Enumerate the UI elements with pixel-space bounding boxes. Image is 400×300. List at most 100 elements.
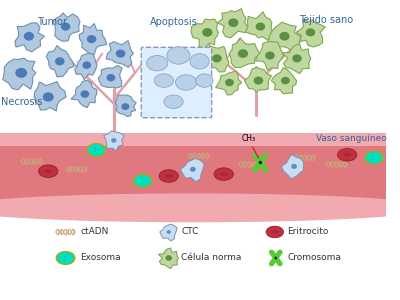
Polygon shape [216,71,242,95]
Text: Apoptosis: Apoptosis [150,17,197,27]
Ellipse shape [364,151,384,165]
Polygon shape [3,58,36,90]
Ellipse shape [254,76,263,85]
Ellipse shape [196,74,213,87]
Ellipse shape [154,74,174,87]
Polygon shape [160,224,177,241]
Ellipse shape [63,259,65,261]
Text: Cromosoma: Cromosoma [287,254,341,262]
Circle shape [274,256,277,260]
Ellipse shape [82,61,91,69]
Ellipse shape [372,159,374,161]
Ellipse shape [116,50,125,58]
Polygon shape [106,40,133,67]
Ellipse shape [167,230,171,234]
Text: Tumor: Tumor [37,17,67,27]
Ellipse shape [343,153,352,157]
Ellipse shape [372,155,374,157]
FancyBboxPatch shape [141,47,212,118]
Ellipse shape [176,75,197,90]
Ellipse shape [279,32,290,40]
Text: Necrosis: Necrosis [1,97,42,107]
Text: Tejido sano: Tejido sano [299,15,353,25]
Polygon shape [246,12,272,40]
Ellipse shape [225,79,234,86]
Polygon shape [268,22,300,51]
Ellipse shape [38,165,58,178]
Ellipse shape [43,92,54,102]
Polygon shape [244,68,272,92]
Polygon shape [205,46,229,72]
Ellipse shape [256,22,265,31]
Polygon shape [71,80,97,108]
Ellipse shape [202,28,212,37]
Ellipse shape [291,164,297,169]
Ellipse shape [94,151,96,153]
Text: Célula norma: Célula norma [181,254,242,262]
Polygon shape [296,19,325,47]
Polygon shape [98,65,122,88]
Polygon shape [79,24,107,55]
Ellipse shape [140,178,142,180]
Polygon shape [34,82,66,111]
Ellipse shape [111,138,116,143]
Ellipse shape [63,255,65,257]
Ellipse shape [190,167,196,172]
Polygon shape [271,68,296,94]
Text: Exosoma: Exosoma [80,254,121,262]
Ellipse shape [219,172,228,176]
Ellipse shape [61,22,70,31]
Polygon shape [255,42,284,70]
Ellipse shape [56,251,76,265]
Ellipse shape [376,157,378,158]
Ellipse shape [15,68,27,78]
Polygon shape [218,9,249,38]
Ellipse shape [281,77,290,84]
Ellipse shape [164,174,173,178]
Polygon shape [229,38,260,68]
Ellipse shape [88,144,105,156]
Text: CTC: CTC [181,227,199,236]
Ellipse shape [94,147,96,149]
Ellipse shape [98,149,100,151]
Text: Vaso sanguíneo: Vaso sanguíneo [316,134,387,143]
Ellipse shape [134,175,151,187]
Polygon shape [115,95,136,116]
Ellipse shape [190,54,209,69]
Polygon shape [104,131,124,151]
Polygon shape [75,53,97,80]
Ellipse shape [80,90,89,98]
Ellipse shape [265,52,275,60]
Ellipse shape [44,169,52,173]
Ellipse shape [55,57,64,65]
Ellipse shape [57,252,74,264]
Ellipse shape [228,18,238,27]
Ellipse shape [87,35,96,43]
Ellipse shape [167,47,190,64]
Polygon shape [46,46,74,77]
Ellipse shape [0,194,400,222]
Ellipse shape [266,226,284,238]
Bar [0,199,386,213]
Ellipse shape [292,54,302,62]
Polygon shape [53,13,80,41]
Polygon shape [158,248,178,268]
Circle shape [259,161,262,164]
Ellipse shape [24,32,34,40]
Bar [0,133,386,146]
Polygon shape [282,44,311,74]
Ellipse shape [140,182,142,184]
Ellipse shape [106,74,115,81]
Ellipse shape [68,257,70,259]
Ellipse shape [159,170,178,182]
Ellipse shape [212,54,222,62]
Ellipse shape [271,230,279,234]
Ellipse shape [146,56,168,71]
Ellipse shape [145,180,147,182]
Bar [0,133,386,213]
Ellipse shape [121,103,129,110]
Ellipse shape [238,49,248,58]
Polygon shape [15,23,44,52]
Polygon shape [281,154,304,179]
Ellipse shape [306,28,315,36]
